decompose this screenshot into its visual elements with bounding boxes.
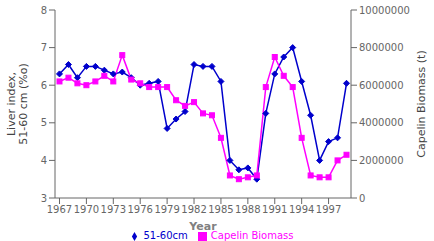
svg-text:1976: 1976 [127,204,152,215]
html-text:Capelin Biomass: Capelin Biomass [210,230,294,241]
svg-text:1970: 1970 [74,204,99,215]
svg-text:3: 3 [41,193,47,204]
svg-text:1979: 1979 [154,204,179,215]
svg-text:1988: 1988 [235,204,260,215]
svg-text:1985: 1985 [208,204,233,215]
svg-text:5: 5 [41,117,47,128]
svg-text:Year: Year [188,220,217,233]
svg-text:7: 7 [41,42,47,53]
svg-text:1973: 1973 [101,204,126,215]
svg-text:8000000: 8000000 [359,42,404,53]
svg-text:4: 4 [41,155,47,166]
svg-text:1967: 1967 [47,204,72,215]
svg-text:Capelin Biomass (t): Capelin Biomass (t) [415,50,427,157]
svg-text:8: 8 [41,5,47,16]
svg-text:1994: 1994 [289,204,314,215]
svg-text:0: 0 [359,193,365,204]
svg-text:Liver index,51-60 cm (%o): Liver index,51-60 cm (%o) [8,63,30,145]
svg-text:4000000: 4000000 [359,117,404,128]
svg-text:6000000: 6000000 [359,80,404,91]
svg-text:2000000: 2000000 [359,155,404,166]
svg-text:1997: 1997 [316,204,341,215]
html-text:51-60cm: 51-60cm [143,230,188,241]
svg-text:1991: 1991 [262,204,287,215]
svg-text:1982: 1982 [181,204,206,215]
svg-text:10000000: 10000000 [359,5,410,16]
svg-text:6: 6 [41,80,47,91]
